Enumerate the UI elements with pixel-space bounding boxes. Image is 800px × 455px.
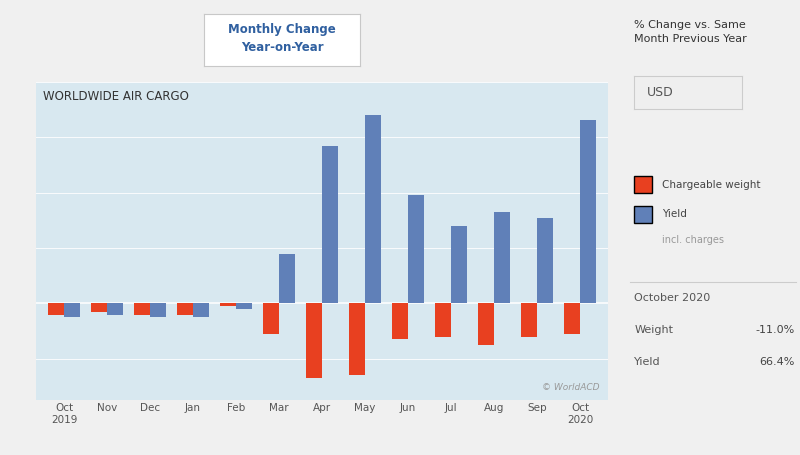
Bar: [107, 303, 123, 314]
Bar: [220, 303, 236, 306]
Bar: [564, 303, 580, 334]
Text: USD: USD: [647, 86, 674, 99]
Bar: [134, 303, 150, 314]
Bar: [494, 212, 510, 303]
Bar: [434, 303, 451, 337]
Text: Yield: Yield: [662, 209, 686, 219]
Text: incl. charges: incl. charges: [662, 235, 724, 245]
Text: Monthly Change
Year-on-Year: Monthly Change Year-on-Year: [228, 23, 336, 54]
Bar: [478, 303, 494, 345]
Bar: [580, 120, 596, 303]
Bar: [64, 303, 80, 317]
Bar: [279, 253, 295, 303]
Bar: [408, 196, 424, 303]
Bar: [48, 303, 64, 314]
Text: © WorldACD: © WorldACD: [542, 384, 599, 392]
Bar: [537, 217, 554, 303]
Text: Yield: Yield: [634, 357, 661, 367]
Text: 66.4%: 66.4%: [759, 357, 794, 367]
Bar: [451, 226, 467, 303]
Bar: [150, 303, 166, 317]
Text: -11.0%: -11.0%: [755, 325, 794, 335]
Bar: [365, 115, 382, 303]
Bar: [521, 303, 537, 337]
Text: WORLDWIDE AIR CARGO: WORLDWIDE AIR CARGO: [43, 90, 189, 103]
Bar: [236, 303, 252, 309]
Bar: [349, 303, 365, 375]
Text: % Change vs. Same
Month Previous Year: % Change vs. Same Month Previous Year: [634, 20, 747, 45]
Bar: [322, 146, 338, 303]
Bar: [306, 303, 322, 378]
Text: Weight: Weight: [634, 325, 674, 335]
Bar: [193, 303, 210, 317]
Text: October 2020: October 2020: [634, 293, 710, 303]
Bar: [262, 303, 279, 334]
Bar: [90, 303, 107, 312]
Bar: [392, 303, 408, 339]
Text: Chargeable weight: Chargeable weight: [662, 180, 760, 190]
Bar: [177, 303, 193, 314]
